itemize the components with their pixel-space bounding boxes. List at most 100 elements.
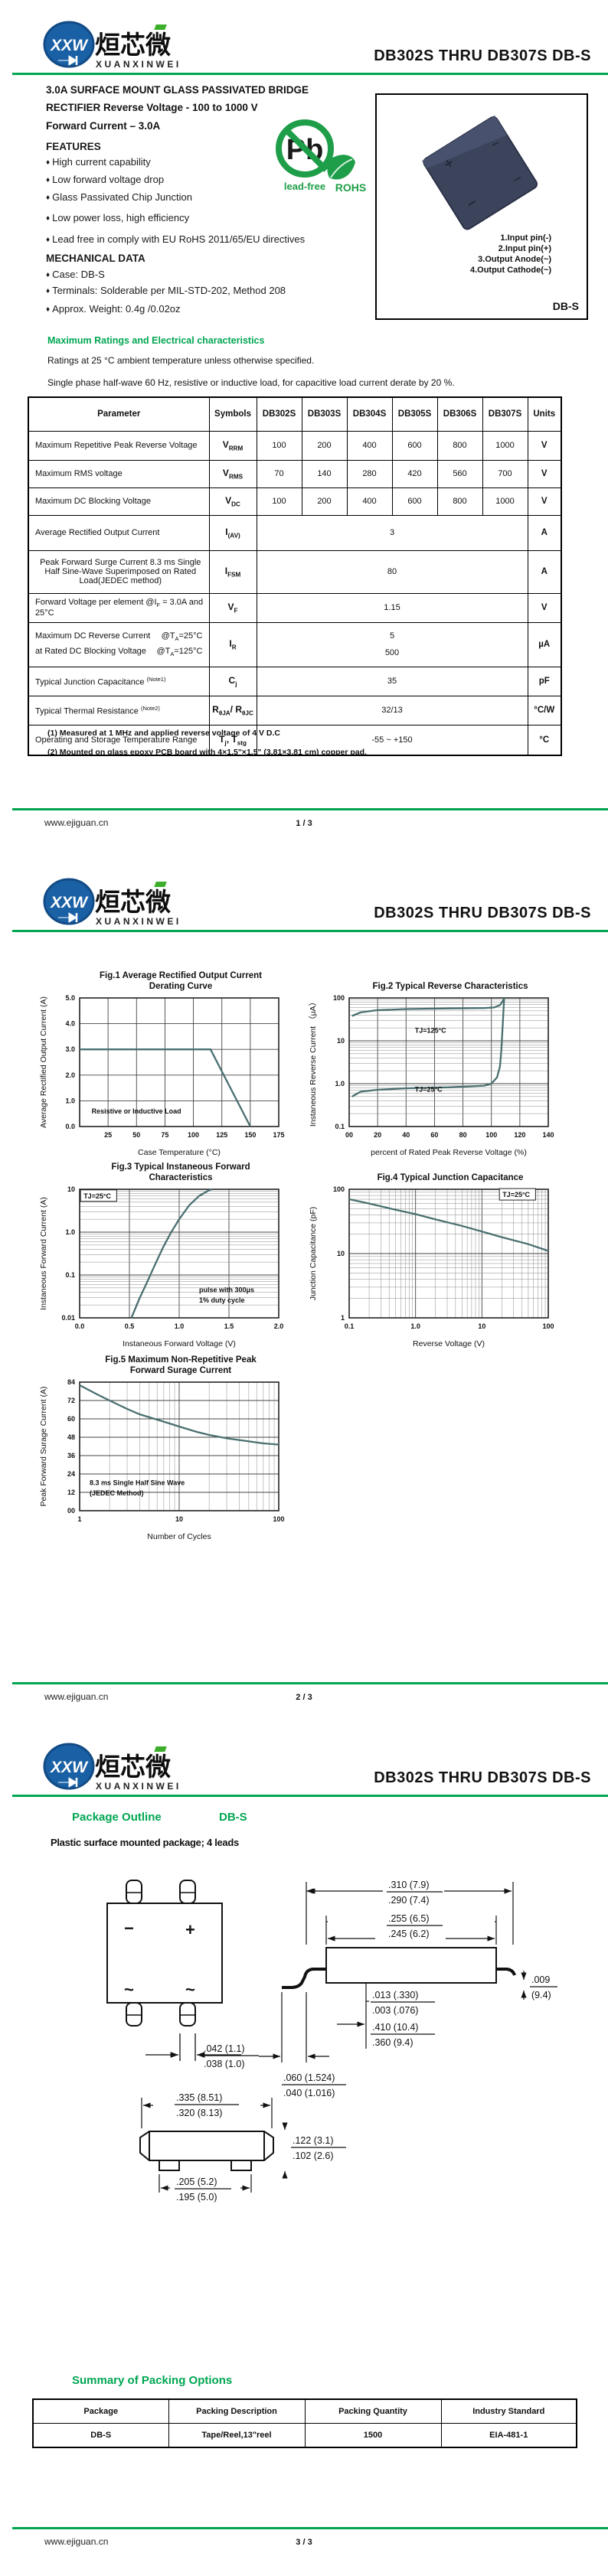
svg-text:100: 100	[273, 1515, 284, 1523]
package-outline-title: Package Outline	[72, 1811, 162, 1824]
svg-text:50: 50	[132, 1131, 140, 1139]
table-row: Maximum DC Reverse Current @TA=25°C at Ra…	[28, 621, 562, 667]
svg-text:00: 00	[345, 1131, 353, 1139]
ratings-intro-1: Ratings at 25 °C ambient temperature unl…	[47, 355, 315, 366]
svg-text:Instaneous Reverse Current （μA: Instaneous Reverse Current （μA）	[309, 998, 318, 1127]
diode-icon	[58, 1777, 78, 1788]
feature-item: ♦ Lead free in comply with EU RoHS 2011/6…	[46, 233, 306, 245]
fig1-block: Fig.1 Average Rectified Output Current De…	[37, 969, 294, 1164]
svg-text:Number of Cycles: Number of Cycles	[147, 1532, 211, 1541]
pin-description: 1.Input pin(-) 2.Input pin(+) 3.Output A…	[469, 233, 551, 275]
mech-item: ♦ Terminals: Solderable per MIL-STD-202, …	[46, 285, 286, 296]
features-title: FEATURES	[46, 141, 101, 152]
svg-text:1.0: 1.0	[65, 1228, 75, 1236]
table-row: Typical Thermal Resistance (Note2) RθJA/ …	[28, 695, 562, 726]
svg-text:0.1: 0.1	[65, 1271, 75, 1279]
table-row: Peak Forward Surge Current 8.3 ms Single…	[28, 549, 562, 594]
svg-text:1.0: 1.0	[335, 1080, 345, 1087]
mechanical-title: MECHANICAL DATA	[46, 253, 145, 264]
table-row: Average Rectified Output Current I(AV) 3 …	[28, 514, 562, 551]
footnote-2: (2) Mounted on glass epoxy PCB board wit…	[47, 748, 367, 757]
svg-text:75: 75	[161, 1131, 168, 1139]
header-rule	[12, 73, 608, 75]
table-row: Forward Voltage per element @IF = 3.0A a…	[28, 592, 562, 623]
bullet-icon: ♦	[46, 305, 51, 314]
headline-2: RECTIFIER Reverse Voltage - 100 to 1000 …	[46, 102, 258, 113]
svg-text:84: 84	[67, 1378, 75, 1386]
svg-text:3.0: 3.0	[65, 1045, 75, 1053]
svg-text:24: 24	[67, 1470, 75, 1478]
svg-text:.360 (9.4): .360 (9.4)	[372, 2037, 414, 2048]
svg-text:100: 100	[485, 1131, 497, 1139]
footer-rule	[12, 2527, 608, 2529]
ratings-table: Parameter Symbols DB302S DB303S DB304S DB30…	[28, 396, 562, 756]
svg-text:(JEDEC Method): (JEDEC Method)	[90, 1489, 144, 1497]
page-2: XXW 烜芯微 XUANXINWEI DB302S THRU DB307S DB…	[0, 857, 608, 1714]
lead-width-dim	[145, 2033, 241, 2061]
svg-text:.013 (.330): .013 (.330)	[372, 1990, 418, 2000]
svg-text:Junction Capacitance (pF): Junction Capacitance (pF)	[309, 1207, 318, 1301]
package-photo: + ~ ~ −	[422, 115, 538, 230]
svg-text:0.5: 0.5	[125, 1322, 135, 1330]
svg-text:150: 150	[244, 1131, 256, 1139]
headline-3: Forward Current – 3.0A	[46, 120, 161, 132]
ratings-intro-2: Single phase half-wave 60 Hz, resistive …	[47, 377, 455, 388]
diode-icon	[58, 912, 78, 923]
svg-text:1.0: 1.0	[410, 1322, 420, 1330]
svg-text:.205 (5.2): .205 (5.2)	[176, 2177, 217, 2187]
bullet-icon: ♦	[46, 236, 51, 244]
package-outline-subtitle: Plastic surface mounted package; 4 leads	[51, 1837, 239, 1848]
svg-text:72: 72	[67, 1397, 75, 1404]
svg-text:10: 10	[478, 1322, 485, 1330]
svg-text:2.0: 2.0	[274, 1322, 284, 1330]
svg-text:4.0: 4.0	[65, 1020, 75, 1028]
case-label: DB-S	[552, 300, 579, 312]
svg-text:.245 (6.2): .245 (6.2)	[388, 1929, 430, 1939]
svg-text:.102 (2.6): .102 (2.6)	[293, 2150, 334, 2161]
package-photo-box: + ~ ~ − 1.Input pin(-) 2.Input pin(+) 3.…	[375, 93, 588, 320]
svg-text:.122 (3.1): .122 (3.1)	[293, 2135, 334, 2146]
bullet-icon: ♦	[46, 287, 51, 295]
footer-page-number: 3 / 3	[296, 2538, 312, 2547]
svg-text:.009: .009	[531, 1974, 550, 1985]
svg-text:140: 140	[542, 1131, 554, 1139]
mech-item: ♦ Case: DB-S	[46, 269, 105, 280]
svg-text:10: 10	[337, 1037, 345, 1045]
svg-text:.255 (6.5): .255 (6.5)	[388, 1913, 430, 1924]
svg-text:.195 (5.0): .195 (5.0)	[176, 2192, 217, 2203]
svg-text:烜芯微: 烜芯微	[95, 888, 171, 916]
logo-monogram: XXW	[50, 37, 89, 54]
minus-mark: −	[124, 1919, 134, 1938]
brand-logo: XXW 烜芯微 XUANXINWEI	[43, 1743, 181, 1792]
logo-ellipse	[44, 22, 93, 67]
svg-text:20: 20	[374, 1131, 381, 1139]
svg-text:XXW: XXW	[50, 894, 89, 911]
svg-text:.310 (7.9): .310 (7.9)	[388, 1880, 430, 1890]
footer-page-number: 1 / 3	[296, 819, 312, 828]
svg-text:12: 12	[67, 1489, 75, 1496]
ac-mark: ~	[185, 1980, 195, 1999]
svg-text:XUANXINWEI: XUANXINWEI	[96, 1781, 181, 1792]
fig1-plot: 25 50 75 100 125 150 175 0.0 1.0 2.0 3.0 4.0 5.0 Case…	[39, 994, 285, 1157]
footer-site: www.ejiguan.cn	[44, 1691, 109, 1702]
svg-text:XXW: XXW	[50, 1759, 89, 1776]
bullet-icon: ♦	[46, 214, 51, 223]
table-row: Maximum DC Blocking Voltage VDC 100 200 400…	[28, 487, 562, 516]
svg-text:Instaneous Forward Current (A): Instaneous Forward Current (A)	[39, 1197, 48, 1310]
svg-text:60: 60	[430, 1131, 438, 1139]
ac-mark: ~	[124, 1980, 134, 1999]
svg-text:100: 100	[188, 1131, 199, 1139]
svg-text:.060 (1.524): .060 (1.524)	[283, 2072, 335, 2083]
fig4-plot: 0.1 1.0 10 100 1 10 100 Reverse Voltage (V) Junc…	[309, 1185, 554, 1348]
svg-text:100: 100	[542, 1322, 554, 1330]
bottom-view: .335 (8.51) .320 (8.13) .122 (3.1) .102 …	[139, 2092, 346, 2203]
svg-text:1.0: 1.0	[175, 1322, 185, 1330]
svg-text:125: 125	[216, 1131, 227, 1139]
package-outline-case: DB-S	[219, 1811, 247, 1824]
brand-logo: XXW 烜芯微 XUANXINWEI	[43, 878, 178, 927]
svg-text:Peak Forward Surage Current (A: Peak Forward Surage Current (A)	[39, 1387, 48, 1507]
svg-text:2.0: 2.0	[65, 1071, 75, 1079]
svg-text:48: 48	[67, 1433, 75, 1441]
lead-free-label: lead-free	[284, 181, 325, 192]
page-3: XXW 烜芯微 XUANXINWEI DB302S THRU DB307S DB…	[0, 1714, 608, 2576]
